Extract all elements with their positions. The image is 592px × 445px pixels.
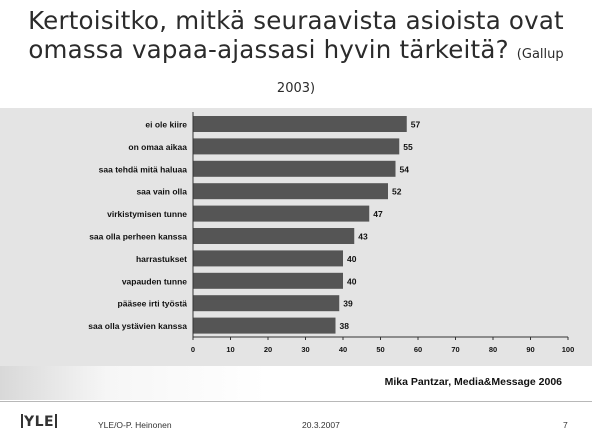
credit-text: Mika Pantzar, Media&Message 2006	[384, 376, 562, 388]
category-label: saa tehdä mitä haluaa	[99, 164, 188, 174]
category-label: saa olla perheen kanssa	[89, 232, 187, 242]
data-label: 43	[358, 232, 368, 242]
category-label: saa vain olla	[136, 187, 187, 197]
data-label: 39	[343, 299, 353, 309]
bar	[193, 228, 355, 244]
x-tick-label: 90	[526, 345, 534, 354]
footer: YLE YLE/O-P. Heinonen 20.3.2007 7	[0, 401, 592, 445]
category-label: virkistymisen tunne	[107, 209, 187, 219]
title-source: (Gallup 2003)	[276, 47, 564, 96]
data-label: 52	[392, 187, 402, 197]
x-tick-label: 30	[301, 345, 309, 354]
logo-text: YLE	[24, 414, 55, 430]
x-tick-label: 60	[414, 345, 422, 354]
x-tick-label: 70	[451, 345, 459, 354]
data-label: 40	[347, 276, 357, 286]
category-label: on omaa aikaa	[128, 142, 187, 152]
bar	[193, 317, 336, 334]
category-label: saa olla ystävien kanssa	[88, 321, 187, 331]
data-label: 55	[403, 142, 413, 152]
bar	[193, 138, 400, 155]
bar-chart-svg: ei ole kiire 57 on omaa aikaa 55 saa tehdä m…	[88, 112, 575, 354]
data-label: 47	[373, 209, 383, 219]
footer-date: 20.3.2007	[302, 420, 340, 430]
bar-chart: ei ole kiire 57 on omaa aikaa 55 saa tehdä m…	[0, 108, 592, 366]
x-tick-label: 100	[562, 345, 575, 354]
bar	[193, 250, 343, 267]
x-tick-label: 50	[376, 345, 384, 354]
x-tick-label: 20	[264, 345, 272, 354]
category-label: vapauden tunne	[122, 276, 187, 286]
bar	[193, 205, 370, 222]
title-main: Kertoisitko, mitkä seuraavista asioista …	[28, 6, 564, 64]
bar	[193, 116, 407, 132]
x-tick-label: 10	[226, 345, 234, 354]
data-label: 54	[400, 164, 410, 174]
category-label: harrastukset	[136, 254, 187, 264]
bar	[193, 160, 396, 177]
footer-page-number: 7	[563, 420, 568, 430]
footer-author: YLE/O-P. Heinonen	[98, 420, 172, 430]
category-label: pääsee irti työstä	[118, 299, 188, 309]
slide-title: Kertoisitko, mitkä seuraavista asioista …	[14, 6, 578, 103]
x-tick-label: 0	[191, 345, 195, 354]
credit-band: Mika Pantzar, Media&Message 2006	[0, 366, 592, 400]
bar	[193, 295, 340, 312]
x-tick-label: 40	[339, 345, 347, 354]
data-label: 38	[340, 321, 350, 331]
yle-logo: YLE	[20, 414, 60, 434]
bar	[193, 272, 343, 289]
bar	[193, 183, 388, 200]
data-label: 40	[347, 254, 357, 264]
category-label: ei ole kiire	[145, 120, 187, 130]
x-tick-label: 80	[489, 345, 497, 354]
data-label: 57	[411, 120, 421, 130]
